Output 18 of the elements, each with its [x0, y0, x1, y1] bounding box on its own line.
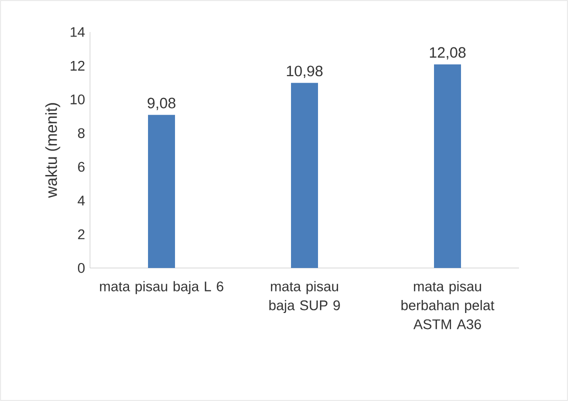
x-tick-label: mata pisau baja L 6 [100, 281, 224, 294]
data-label: 9,08 [148, 98, 176, 110]
y-tick-label: 10 [70, 94, 85, 104]
y-tick-label: 8 [78, 128, 85, 138]
data-label: 12,08 [430, 47, 466, 60]
bar [148, 114, 176, 268]
y-tick-label: 12 [70, 60, 84, 71]
data-label: 10,98 [286, 66, 323, 78]
y-tick-label: 2 [78, 229, 84, 240]
bar [434, 64, 462, 268]
x-tick-label: mata pisau baja SUP 9 [269, 281, 340, 314]
y-tick-label: 14 [70, 27, 85, 37]
y-tick-label: 0 [78, 263, 85, 273]
y-tick-label: 4 [78, 196, 85, 206]
y-tick-label: 6 [78, 162, 85, 172]
y-axis-title: waktu (menit) [45, 103, 60, 198]
bar [291, 82, 318, 268]
x-tick-label: mata pisau berbahan pelat ASTM A36 [401, 281, 494, 330]
